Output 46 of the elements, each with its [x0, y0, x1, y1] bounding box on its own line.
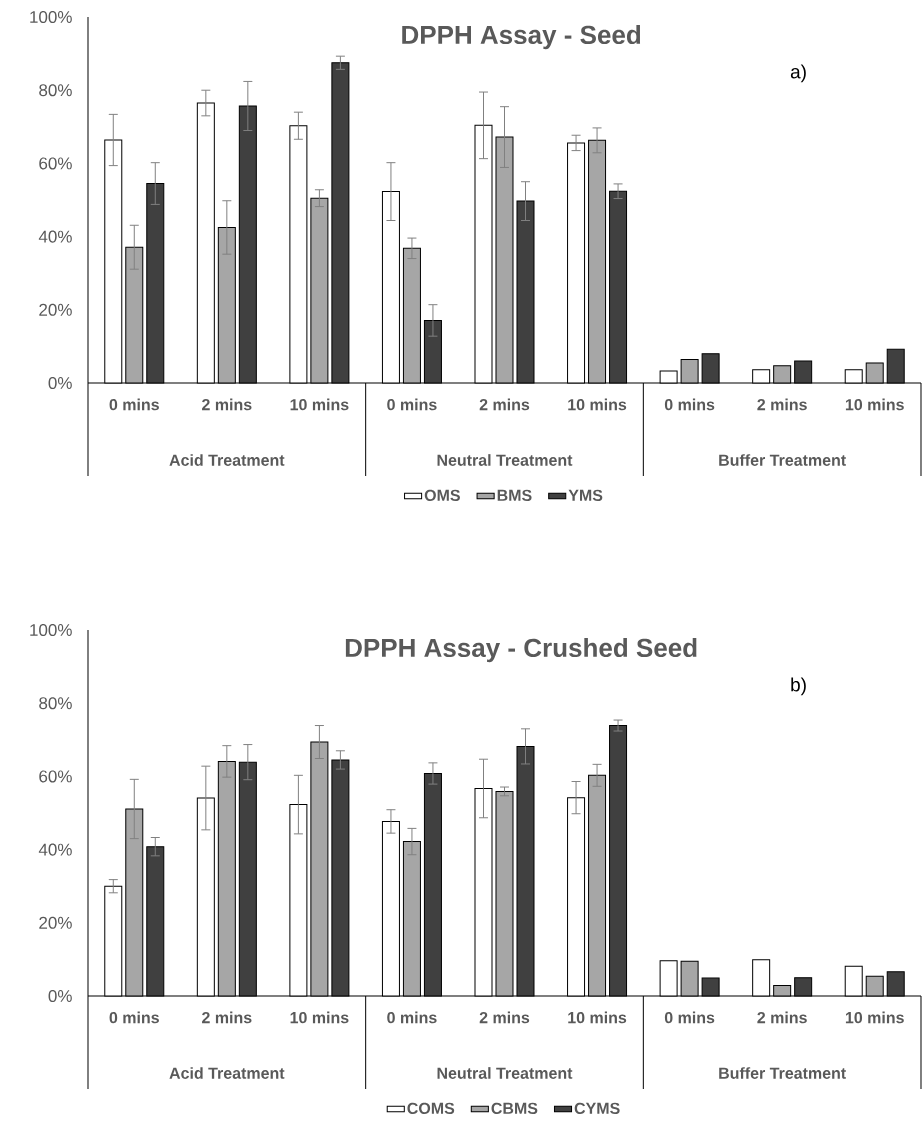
y-tick-label: 100%: [30, 623, 72, 637]
y-tick-label: 60%: [39, 157, 72, 170]
y-tick-label: 20%: [39, 303, 72, 316]
y-tick-label: 0%: [48, 989, 72, 1003]
legend-label: YMS: [568, 489, 603, 502]
x-tick-label: 2 mins: [202, 398, 252, 411]
text: Buffer Treatment: [719, 1067, 846, 1079]
x-tick-label: 2 mins: [757, 398, 807, 411]
x-tick-label: 2 mins: [479, 398, 530, 411]
y-tick-label: 100%: [30, 10, 72, 24]
x-tick-label: 0 mins: [387, 1011, 437, 1024]
x-tick-label: 0 mins: [664, 1011, 715, 1024]
y-tick-label: 80%: [39, 84, 72, 97]
text: Neutral Treatment: [437, 454, 573, 466]
x-tick-label: 10 mins: [845, 1011, 904, 1024]
legend-label: CBMS: [491, 1102, 538, 1115]
legend-label: CYMS: [574, 1102, 620, 1115]
x-tick-label: 10 mins: [290, 398, 349, 411]
x-tick-label: 10 mins: [290, 1011, 349, 1024]
legend-label: OMS: [424, 489, 460, 502]
x-tick-label: 2 mins: [202, 1011, 252, 1024]
x-tick-label: 10 mins: [568, 1011, 627, 1024]
text: Buffer Treatment: [719, 454, 846, 466]
text: Acid Treatment: [169, 1067, 285, 1079]
x-tick-label: 2 mins: [479, 1011, 530, 1024]
x-tick-label: 2 mins: [757, 1011, 807, 1024]
chart-title: DPPH Assay - Seed: [402, 25, 641, 50]
y-tick-label: 40%: [38, 843, 72, 856]
x-tick-label: 0 mins: [387, 398, 437, 411]
text: Acid Treatment: [169, 454, 285, 466]
y-tick-label: 40%: [38, 230, 72, 243]
annotation: b): [791, 677, 806, 696]
y-tick-label: 80%: [39, 697, 72, 710]
x-tick-label: 10 mins: [845, 398, 904, 411]
y-tick-label: 60%: [39, 770, 72, 783]
y-tick-label: 0%: [48, 376, 72, 390]
y-tick-label: 20%: [39, 916, 72, 929]
text: Neutral Treatment: [437, 1067, 573, 1079]
x-tick-label: 0 mins: [109, 398, 159, 411]
x-tick-label: 0 mins: [109, 1011, 159, 1024]
x-tick-label: 10 mins: [568, 398, 627, 411]
chart-title: DPPH Assay - Crushed Seed: [345, 638, 697, 663]
legend-label: BMS: [497, 489, 532, 502]
annotation: a): [790, 64, 806, 83]
x-tick-label: 0 mins: [664, 398, 715, 411]
legend-label: COMS: [407, 1102, 455, 1115]
